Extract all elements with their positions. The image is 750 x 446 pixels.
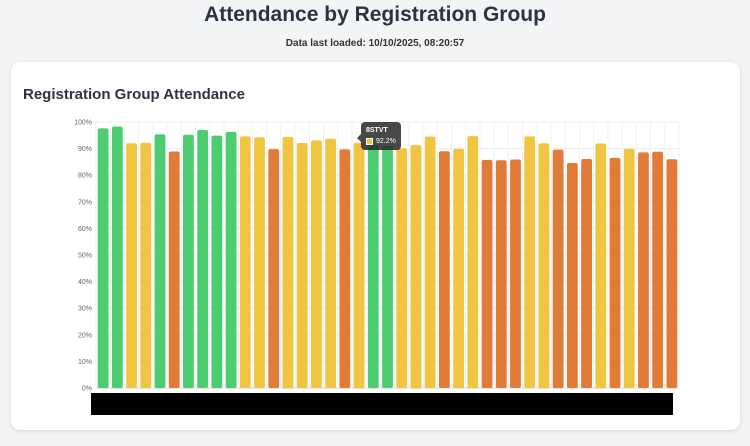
- bar[interactable]: [566, 162, 578, 388]
- bar[interactable]: [524, 136, 536, 388]
- tooltip-caret: [357, 134, 361, 142]
- attendance-bar-chart: 0% 10% 20% 30% 40% 50% 60% 70% 80% 90% 100%: [74, 120, 680, 393]
- chart-card: Registration Group Attendance 0% 10% 20% 30…: [11, 62, 740, 430]
- bar[interactable]: [311, 140, 322, 388]
- y-tick-label: 100%: [74, 120, 92, 127]
- bar[interactable]: [424, 136, 436, 388]
- y-tick-label: 50%: [78, 253, 92, 260]
- bar[interactable]: [126, 143, 137, 388]
- y-tick-label: 10%: [78, 359, 92, 366]
- bar[interactable]: [111, 126, 123, 389]
- bar[interactable]: [353, 142, 365, 388]
- bar[interactable]: [140, 142, 152, 388]
- bar[interactable]: [225, 131, 237, 388]
- bar[interactable]: [623, 148, 635, 388]
- bar[interactable]: [97, 128, 109, 388]
- bar[interactable]: [367, 144, 379, 388]
- bar[interactable]: [410, 145, 422, 388]
- bar[interactable]: [239, 136, 251, 388]
- y-tick-label: 80%: [78, 173, 92, 180]
- tooltip-value: 92.2%: [376, 138, 396, 145]
- tooltip-row: 92.2%: [366, 136, 396, 147]
- bar[interactable]: [325, 138, 337, 388]
- y-tick-label: 0%: [82, 386, 92, 393]
- bar[interactable]: [268, 149, 280, 388]
- bar[interactable]: [197, 129, 209, 388]
- bar[interactable]: [296, 143, 308, 388]
- y-tick-label: 30%: [78, 306, 92, 313]
- bar[interactable]: [168, 151, 180, 388]
- bar[interactable]: [609, 157, 621, 388]
- y-tick-label: 20%: [78, 332, 92, 339]
- bar[interactable]: [666, 159, 678, 388]
- y-tick-label: 90%: [78, 146, 92, 153]
- bar-tooltip: 8STVT 92.2%: [357, 122, 401, 150]
- bar[interactable]: [154, 134, 166, 388]
- y-tick-label: 40%: [78, 279, 92, 286]
- bar[interactable]: [538, 143, 550, 388]
- last-loaded-text: Data last loaded: 10/10/2025, 08:20:57: [285, 38, 465, 49]
- bar[interactable]: [552, 149, 564, 388]
- bar[interactable]: [382, 145, 393, 388]
- bar[interactable]: [581, 158, 592, 388]
- page-title: Attendance by Registration Group: [204, 3, 546, 26]
- redacted-x-labels: [91, 393, 673, 415]
- bar[interactable]: [595, 143, 607, 388]
- bar[interactable]: [211, 135, 223, 388]
- bar[interactable]: [438, 151, 450, 388]
- bar[interactable]: [339, 149, 351, 388]
- tooltip-swatch: [366, 138, 373, 145]
- bar[interactable]: [183, 134, 194, 388]
- bar[interactable]: [467, 136, 479, 388]
- bar[interactable]: [510, 159, 521, 388]
- card-title: Registration Group Attendance: [23, 86, 245, 103]
- bar[interactable]: [396, 148, 408, 388]
- bar[interactable]: [481, 160, 493, 388]
- bar[interactable]: [495, 160, 507, 388]
- y-tick-label: 70%: [78, 199, 92, 206]
- tooltip-group: 8STVT: [366, 127, 388, 134]
- y-tick-label: 60%: [78, 226, 92, 233]
- bar[interactable]: [652, 151, 664, 388]
- bar[interactable]: [453, 148, 464, 388]
- bar[interactable]: [282, 136, 294, 388]
- bar[interactable]: [254, 137, 265, 388]
- bar[interactable]: [638, 152, 649, 388]
